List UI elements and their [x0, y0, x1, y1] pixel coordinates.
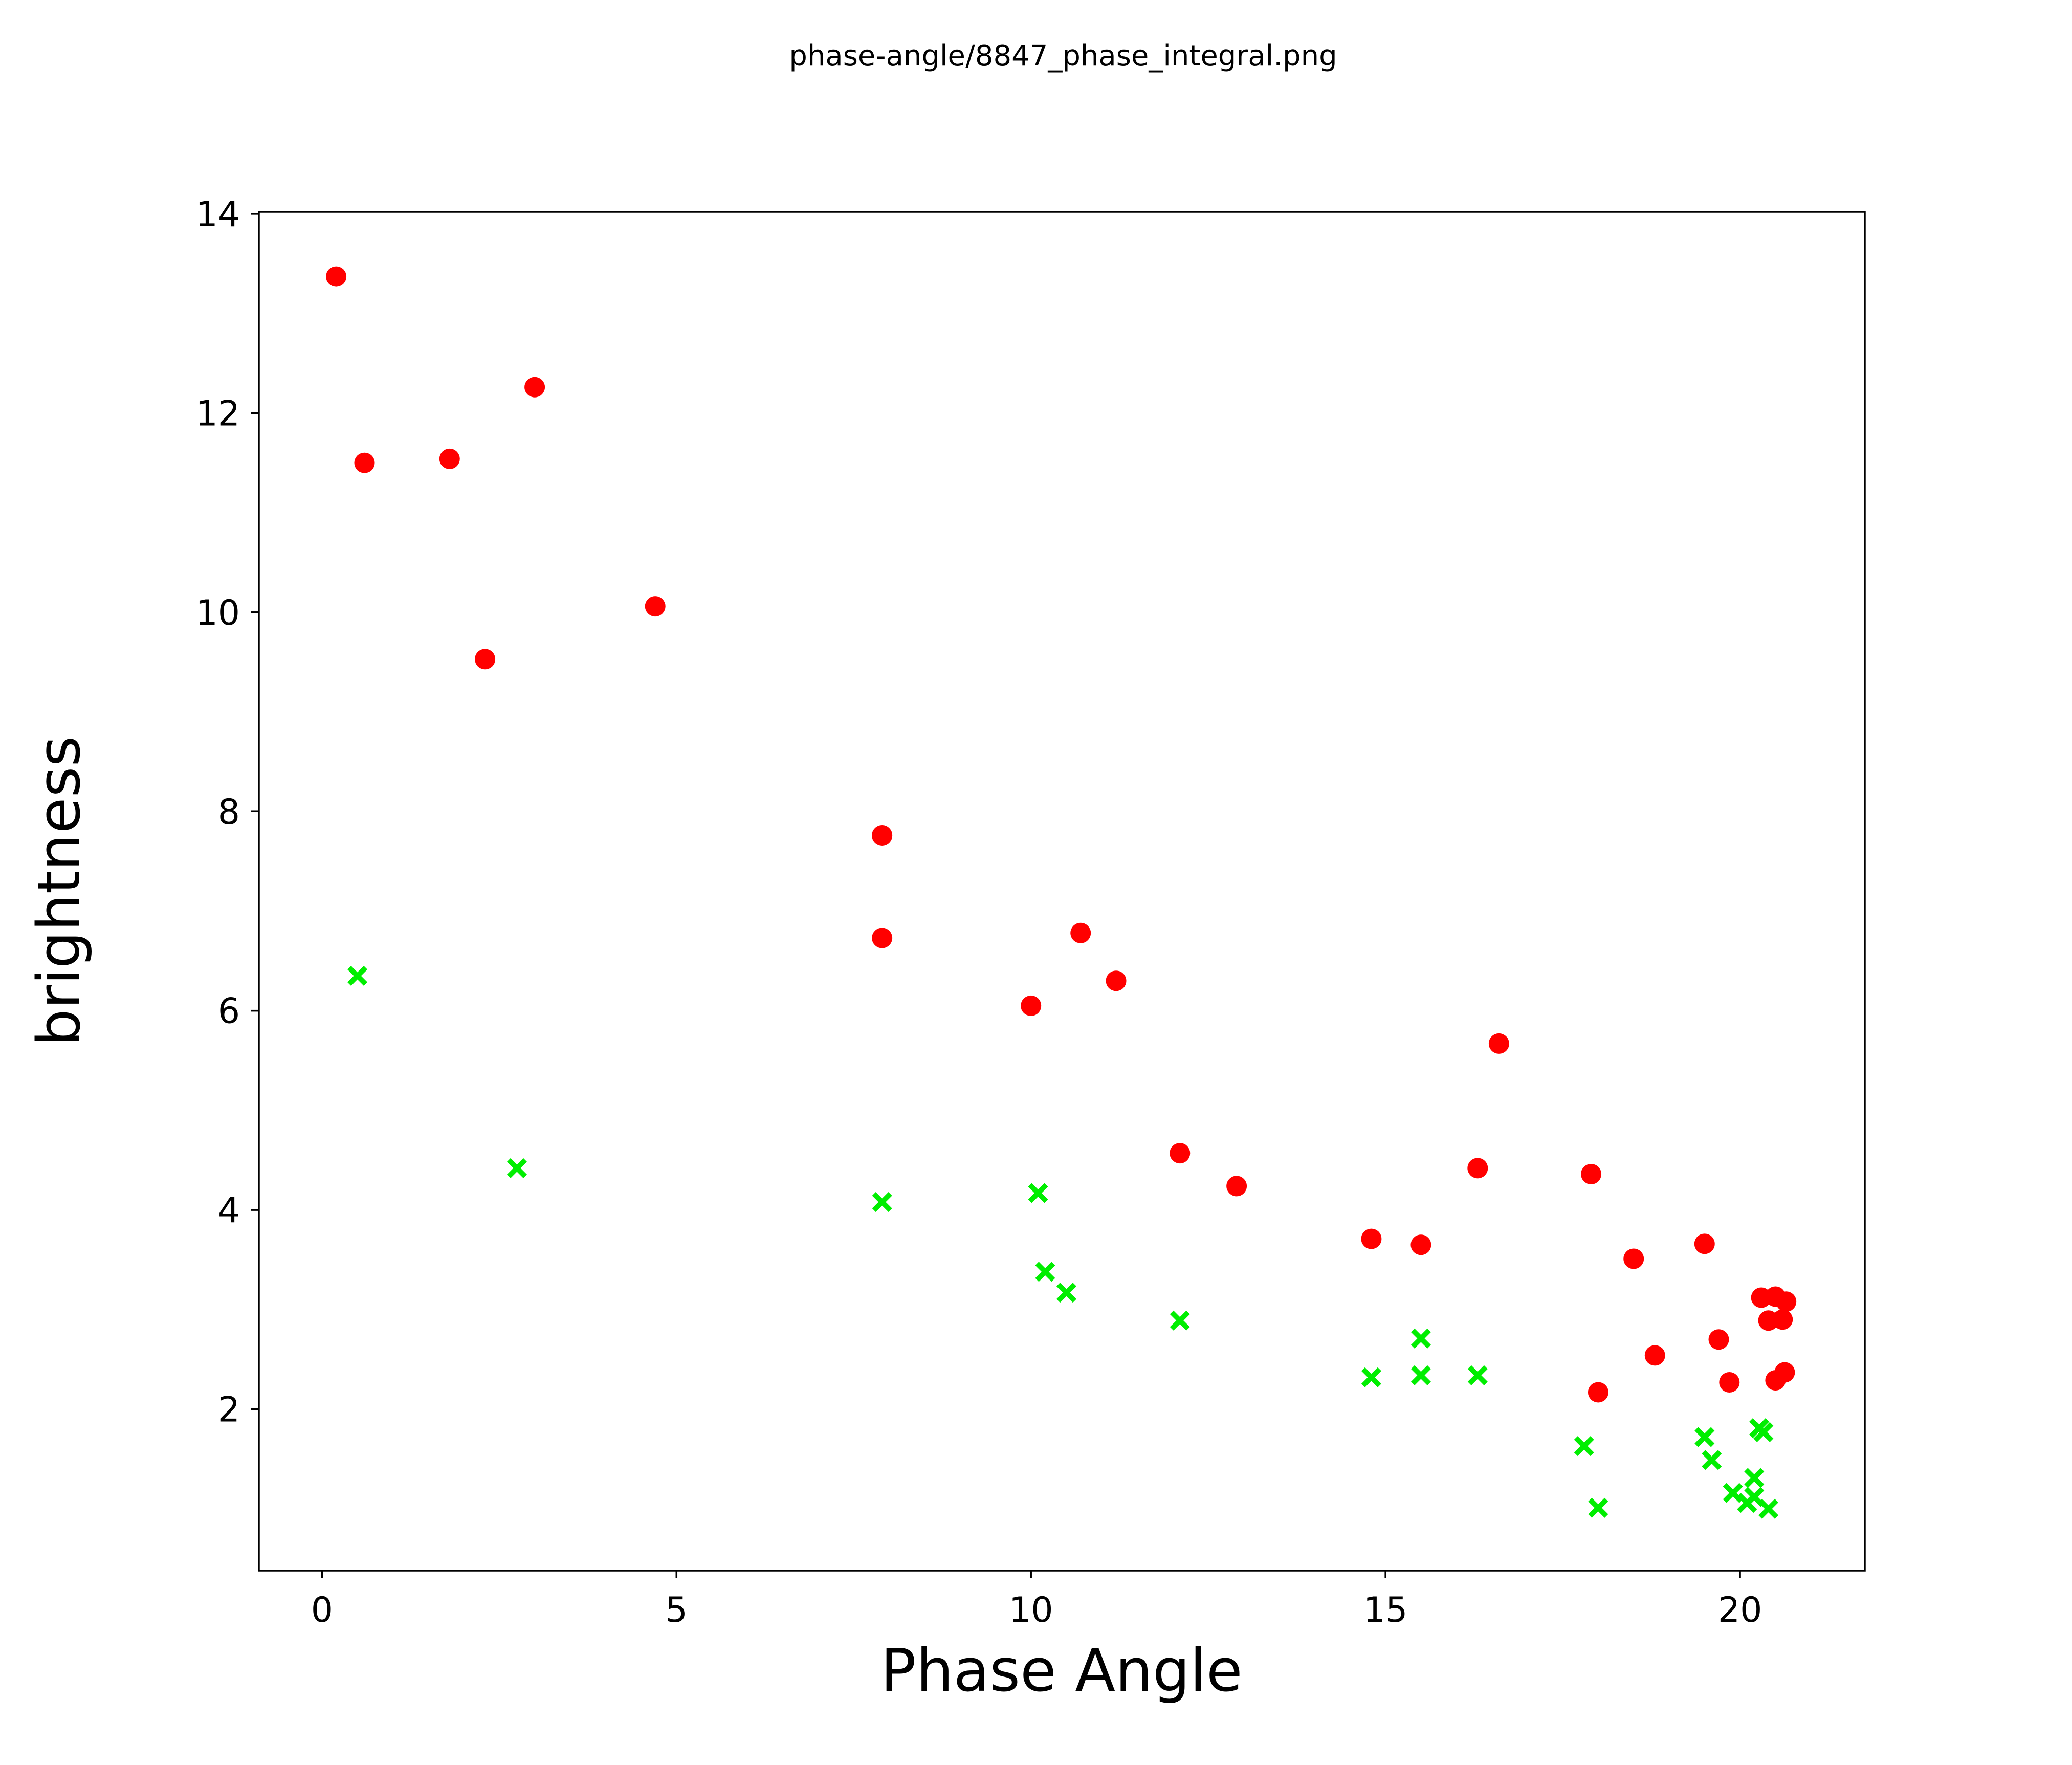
data-point: [1772, 1309, 1793, 1330]
data-point: [1744, 1468, 1765, 1488]
data-point: [1410, 1328, 1431, 1349]
data-point: [872, 825, 893, 846]
data-point: [1776, 1291, 1797, 1312]
y-tick-label: 8: [218, 792, 240, 832]
data-points: [326, 266, 1797, 1519]
data-point: [1410, 1234, 1431, 1255]
data-point: [439, 448, 460, 469]
data-point: [1410, 1365, 1431, 1385]
data-point: [1719, 1372, 1740, 1393]
data-point: [1170, 1310, 1190, 1331]
plot-area: [258, 211, 1866, 1572]
data-point: [326, 266, 347, 287]
data-point: [1694, 1233, 1715, 1254]
data-point: [1226, 1176, 1247, 1197]
data-point: [1361, 1367, 1381, 1387]
data-point: [1488, 1033, 1509, 1054]
x-axis-label: Phase Angle: [880, 1637, 1242, 1705]
x-tick-label: 10: [1009, 1590, 1053, 1630]
x-tick-label: 15: [1363, 1590, 1408, 1630]
red-circle-series: [326, 266, 1797, 1403]
data-point: [1774, 1362, 1795, 1383]
data-point: [1753, 1422, 1774, 1442]
data-point: [1758, 1498, 1779, 1519]
data-point: [1574, 1436, 1594, 1457]
data-point: [1106, 970, 1127, 991]
data-point: [475, 649, 496, 670]
data-point: [872, 928, 893, 948]
y-axis-ticks: 2 4 6 8 10 12 14: [195, 194, 259, 1430]
x-tick-label: 0: [311, 1590, 333, 1630]
data-point: [1361, 1228, 1382, 1249]
data-point: [1035, 1262, 1055, 1282]
data-point: [1694, 1427, 1715, 1447]
x-tick-label: 5: [666, 1590, 688, 1630]
data-point: [1708, 1329, 1729, 1350]
data-point: [1467, 1365, 1488, 1385]
y-tick-label: 6: [218, 991, 240, 1032]
x-axis-ticks: 0 5 10 15 20: [311, 1571, 1762, 1630]
data-point: [645, 596, 666, 617]
y-tick-label: 2: [218, 1390, 240, 1430]
y-tick-label: 10: [195, 593, 240, 633]
green-x-series: [347, 965, 1779, 1519]
data-point: [1021, 995, 1042, 1016]
data-point: [1588, 1382, 1608, 1403]
data-point: [347, 965, 368, 986]
data-point: [1170, 1143, 1191, 1164]
data-point: [1581, 1164, 1602, 1185]
data-point: [354, 452, 375, 473]
y-tick-label: 14: [195, 194, 240, 235]
y-tick-label: 4: [218, 1190, 240, 1231]
data-point: [1702, 1450, 1722, 1470]
figure-title: phase-angle/8847_phase_integral.png: [789, 39, 1337, 73]
y-axis-label: brightness: [25, 736, 94, 1047]
data-point: [1623, 1248, 1644, 1269]
data-point: [524, 377, 545, 398]
x-tick-label: 20: [1718, 1590, 1762, 1630]
data-point: [1467, 1158, 1488, 1179]
data-point: [872, 1192, 892, 1212]
data-point: [1644, 1345, 1665, 1366]
data-point: [1028, 1183, 1048, 1203]
y-tick-label: 12: [195, 393, 240, 434]
data-point: [1723, 1483, 1743, 1503]
data-point: [1056, 1283, 1077, 1303]
data-point: [1070, 922, 1091, 943]
data-point: [506, 1158, 527, 1178]
data-point: [1588, 1497, 1608, 1518]
